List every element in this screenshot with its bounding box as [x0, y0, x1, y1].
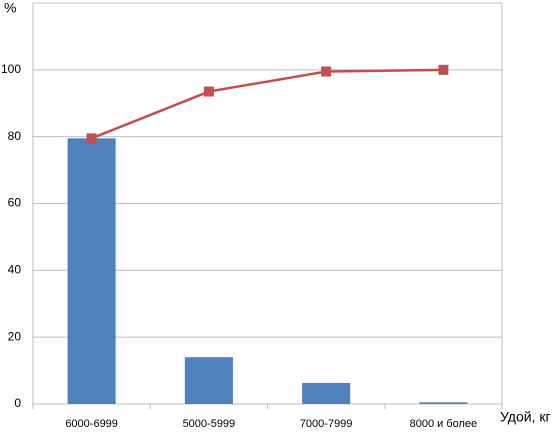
x-tick-label: 8000 и более: [410, 418, 478, 430]
bar: [419, 402, 468, 404]
y-tick-label: 60: [8, 196, 22, 210]
y-axis-label: %: [4, 0, 16, 16]
y-tick-label: 100: [1, 62, 21, 76]
y-tick-label: 40: [8, 263, 22, 277]
line-marker: [321, 66, 332, 77]
y-tick-label: 20: [8, 329, 22, 343]
y-tick-label: 80: [8, 129, 22, 143]
bar: [67, 138, 116, 404]
x-tick-label: 6000-6999: [65, 418, 118, 430]
line-marker: [438, 64, 449, 75]
line-marker: [203, 86, 214, 97]
bar: [184, 357, 233, 404]
line: [91, 68, 444, 140]
line-marker: [86, 133, 97, 144]
x-tick-label: 7000-7999: [300, 418, 353, 430]
x-tick-label: 5000-5999: [183, 418, 236, 430]
bar: [302, 382, 351, 404]
x-axis-label: Удой, кг: [500, 409, 551, 425]
y-tick-label: 0: [14, 396, 21, 410]
